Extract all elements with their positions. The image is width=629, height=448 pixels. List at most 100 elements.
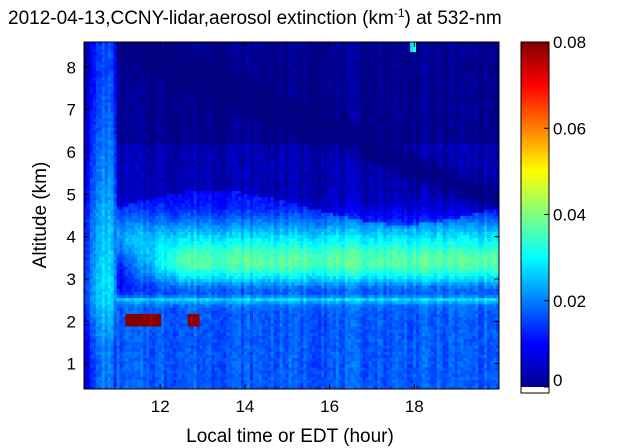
- heatmap-cell: [187, 51, 192, 56]
- heatmap-cell: [196, 149, 201, 153]
- heatmap-cell: [155, 142, 159, 147]
- heatmap-cell: [84, 357, 88, 362]
- heatmap-cell: [190, 322, 195, 327]
- heatmap-cell: [113, 174, 118, 179]
- heatmap-cell: [101, 92, 106, 97]
- heatmap-cell: [95, 224, 100, 229]
- heatmap-cell: [196, 83, 201, 87]
- heatmap-cell: [184, 67, 189, 71]
- heatmap-cell: [169, 111, 174, 116]
- heatmap-cell: [164, 256, 168, 261]
- heatmap-cell: [84, 231, 88, 236]
- heatmap-cell: [125, 92, 130, 97]
- heatmap-cell: [116, 256, 121, 261]
- heatmap-cell: [178, 322, 183, 327]
- heatmap-cell: [143, 209, 147, 213]
- heatmap-cell: [155, 288, 159, 292]
- heatmap-cell: [164, 60, 168, 65]
- heatmap-cell: [152, 237, 156, 242]
- heatmap-cell: [169, 212, 174, 217]
- heatmap-cell: [143, 139, 147, 144]
- heatmap-cell: [187, 272, 192, 277]
- heatmap-cell: [181, 284, 186, 289]
- heatmap-cell: [107, 306, 112, 311]
- heatmap-cell: [143, 284, 147, 289]
- heatmap-cell: [161, 310, 165, 314]
- heatmap-cell: [98, 209, 103, 213]
- heatmap-cell: [125, 325, 130, 330]
- heatmap-cell: [199, 152, 204, 157]
- heatmap-cell: [125, 247, 130, 251]
- heatmap-cell: [167, 199, 171, 204]
- heatmap-cell: [199, 284, 204, 289]
- heatmap-cell: [149, 98, 153, 103]
- heatmap-cell: [202, 240, 207, 245]
- heatmap-cell: [143, 193, 147, 198]
- heatmap-cell: [167, 231, 171, 236]
- heatmap-cell: [181, 256, 186, 261]
- heatmap-cell: [175, 278, 180, 283]
- heatmap-cell: [155, 67, 159, 71]
- heatmap-cell: [143, 360, 147, 365]
- heatmap-cell: [92, 272, 97, 277]
- heatmap-cell: [86, 243, 91, 248]
- heatmap-cell: [110, 165, 115, 169]
- heatmap-cell: [125, 231, 130, 236]
- heatmap-cell: [101, 363, 106, 368]
- heatmap-cell: [146, 224, 150, 229]
- heatmap-cell: [137, 117, 141, 122]
- heatmap-cell: [137, 142, 141, 147]
- heatmap-cell: [190, 130, 195, 135]
- heatmap-cell: [84, 161, 88, 166]
- heatmap-cell: [217, 272, 221, 277]
- heatmap-cell: [84, 297, 88, 302]
- heatmap-cell: [149, 51, 153, 56]
- heatmap-cell: [167, 360, 171, 365]
- heatmap-cell: [164, 105, 168, 109]
- heatmap-cell: [164, 344, 168, 349]
- heatmap-cell: [152, 357, 156, 362]
- heatmap-cell: [208, 344, 213, 349]
- heatmap-cell: [181, 105, 186, 109]
- heatmap-cell: [122, 149, 127, 153]
- heatmap-cell: [92, 168, 97, 172]
- heatmap-cell: [149, 120, 153, 125]
- heatmap-cell: [92, 291, 97, 295]
- heatmap-cell: [146, 45, 150, 49]
- heatmap-cell: [116, 142, 121, 147]
- heatmap-cell: [119, 155, 124, 160]
- heatmap-cell: [167, 42, 171, 46]
- heatmap-cell: [152, 240, 156, 245]
- heatmap-cell: [193, 158, 198, 163]
- heatmap-cell: [214, 76, 218, 81]
- heatmap-cell: [89, 278, 94, 283]
- heatmap-cell: [119, 136, 124, 141]
- heatmap-cell: [181, 300, 186, 305]
- heatmap-cell: [140, 70, 144, 75]
- heatmap-cell: [89, 183, 94, 188]
- heatmap-cell: [116, 316, 121, 321]
- heatmap-cell: [196, 234, 201, 239]
- heatmap-cell: [208, 291, 213, 295]
- heatmap-cell: [143, 272, 147, 277]
- heatmap-cell: [178, 206, 183, 210]
- heatmap-cell: [193, 281, 198, 286]
- heatmap-cell: [196, 322, 201, 327]
- heatmap-cell: [178, 224, 183, 229]
- heatmap-cell: [193, 48, 198, 53]
- heatmap-cell: [169, 243, 174, 248]
- heatmap-cell: [107, 48, 112, 53]
- heatmap-cell: [164, 231, 168, 236]
- heatmap-cell: [155, 190, 159, 195]
- heatmap-cell: [131, 206, 135, 210]
- heatmap-cell: [208, 98, 213, 103]
- heatmap-cell: [202, 231, 207, 236]
- heatmap-cell: [164, 57, 168, 62]
- heatmap-cell: [155, 385, 159, 389]
- heatmap-cell: [84, 250, 88, 254]
- heatmap-cell: [208, 60, 213, 65]
- heatmap-cell: [86, 193, 91, 198]
- heatmap-cell: [178, 45, 183, 49]
- heatmap-cell: [89, 117, 94, 122]
- heatmap-cell: [116, 240, 121, 245]
